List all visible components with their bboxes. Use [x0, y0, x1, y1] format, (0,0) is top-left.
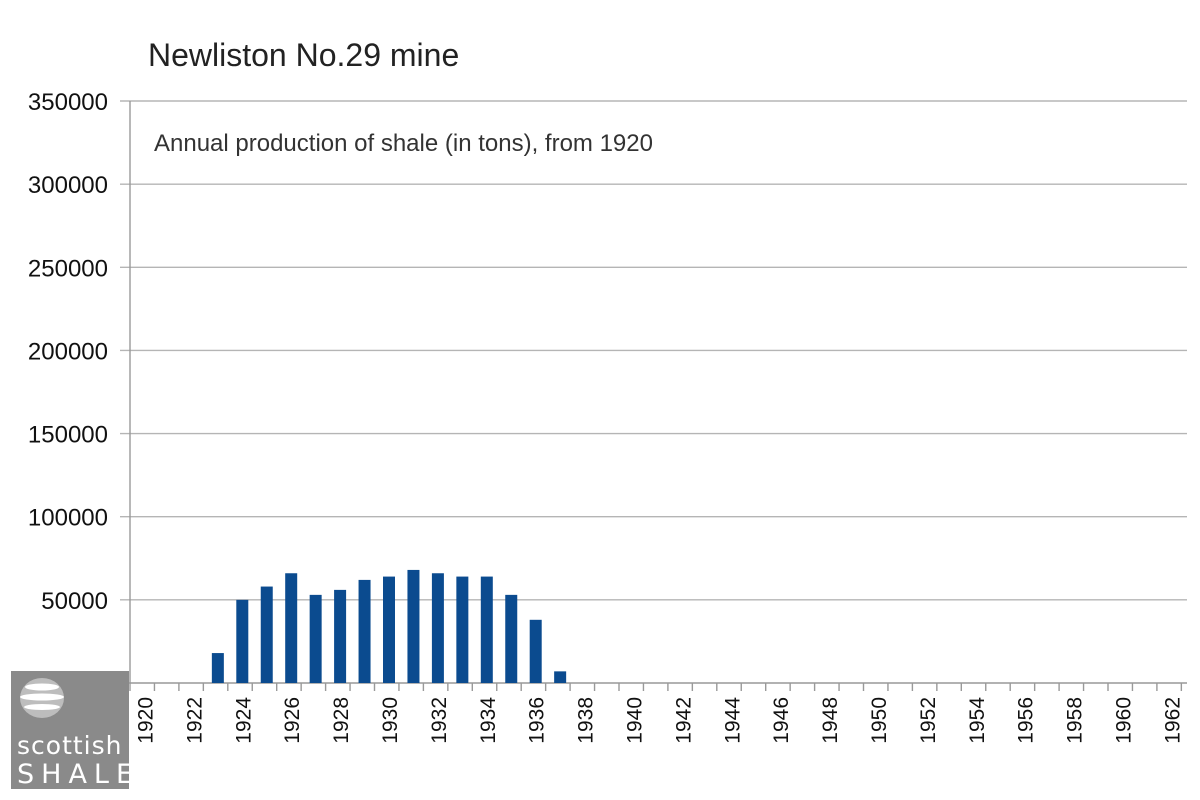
x-tick-label: 1938	[575, 697, 598, 744]
x-axis-ticks: 1920 1922 1924 1926 1928 1930 1932 1934 1936 1938…	[135, 697, 1185, 744]
x-tick-label: 1926	[281, 697, 304, 744]
bar-1927	[309, 594, 322, 683]
y-tick-label: 100000	[28, 505, 108, 532]
y-axis-ticks: 0500001000001500002000002500003000003500…	[28, 89, 108, 698]
x-tick-label: 1930	[379, 697, 402, 744]
y-tick-label: 250000	[28, 255, 108, 282]
x-tick-label: 1962	[1161, 697, 1184, 744]
x-tick-label: 1940	[624, 697, 647, 744]
x-tick-label: 1952	[917, 697, 940, 744]
logo-word-scottish: scottish	[17, 731, 123, 760]
y-tick-label: 50000	[41, 588, 108, 615]
chart-title: Newliston No.29 mine	[148, 37, 459, 73]
x-tick-label: 1954	[966, 697, 989, 744]
bar-1933	[456, 576, 469, 683]
x-tick-label: 1942	[672, 697, 695, 744]
bar-1924	[236, 599, 249, 683]
y-tick-label: 150000	[28, 422, 108, 449]
x-tick-label: 1932	[428, 697, 451, 744]
bar-1936	[529, 619, 542, 683]
x-tick-label: 1934	[477, 697, 500, 744]
bar-1925	[260, 586, 273, 683]
x-tick-label: 1920	[135, 697, 158, 744]
bar-1926	[285, 573, 298, 683]
bar-1931	[407, 569, 420, 683]
globe-icon	[20, 678, 64, 718]
y-tick-label: 300000	[28, 172, 108, 199]
x-tick-label: 1928	[330, 697, 353, 744]
x-tick-label: 1946	[770, 697, 793, 744]
bar-1923	[211, 653, 224, 683]
bar-1932	[431, 573, 444, 683]
bar-1928	[334, 589, 347, 683]
x-tick-label: 1950	[868, 697, 891, 744]
x-tick-label: 1936	[526, 697, 549, 744]
logo-word-shale: SHALE	[17, 759, 140, 790]
gridlines	[120, 100, 1187, 691]
x-tick-label: 1922	[183, 697, 206, 744]
x-tick-label: 1948	[819, 697, 842, 744]
bar-1935	[505, 594, 518, 683]
x-tick-label: 1944	[721, 697, 744, 744]
bar-1930	[383, 576, 395, 683]
x-tick-label: 1958	[1064, 697, 1087, 744]
bar-1929	[358, 579, 371, 683]
y-tick-label: 350000	[28, 89, 108, 116]
x-tick-label: 1956	[1015, 697, 1038, 744]
bar-1934	[480, 576, 493, 683]
bar-1937	[554, 671, 567, 683]
chart-subtitle: Annual production of shale (in tons), fr…	[154, 130, 653, 157]
x-tick-label: 1924	[232, 697, 255, 744]
x-tick-label: 1960	[1113, 697, 1136, 744]
bars	[211, 569, 567, 683]
y-tick-label: 200000	[28, 338, 108, 365]
scottish-shale-logo: scottish SHALE	[11, 671, 140, 790]
